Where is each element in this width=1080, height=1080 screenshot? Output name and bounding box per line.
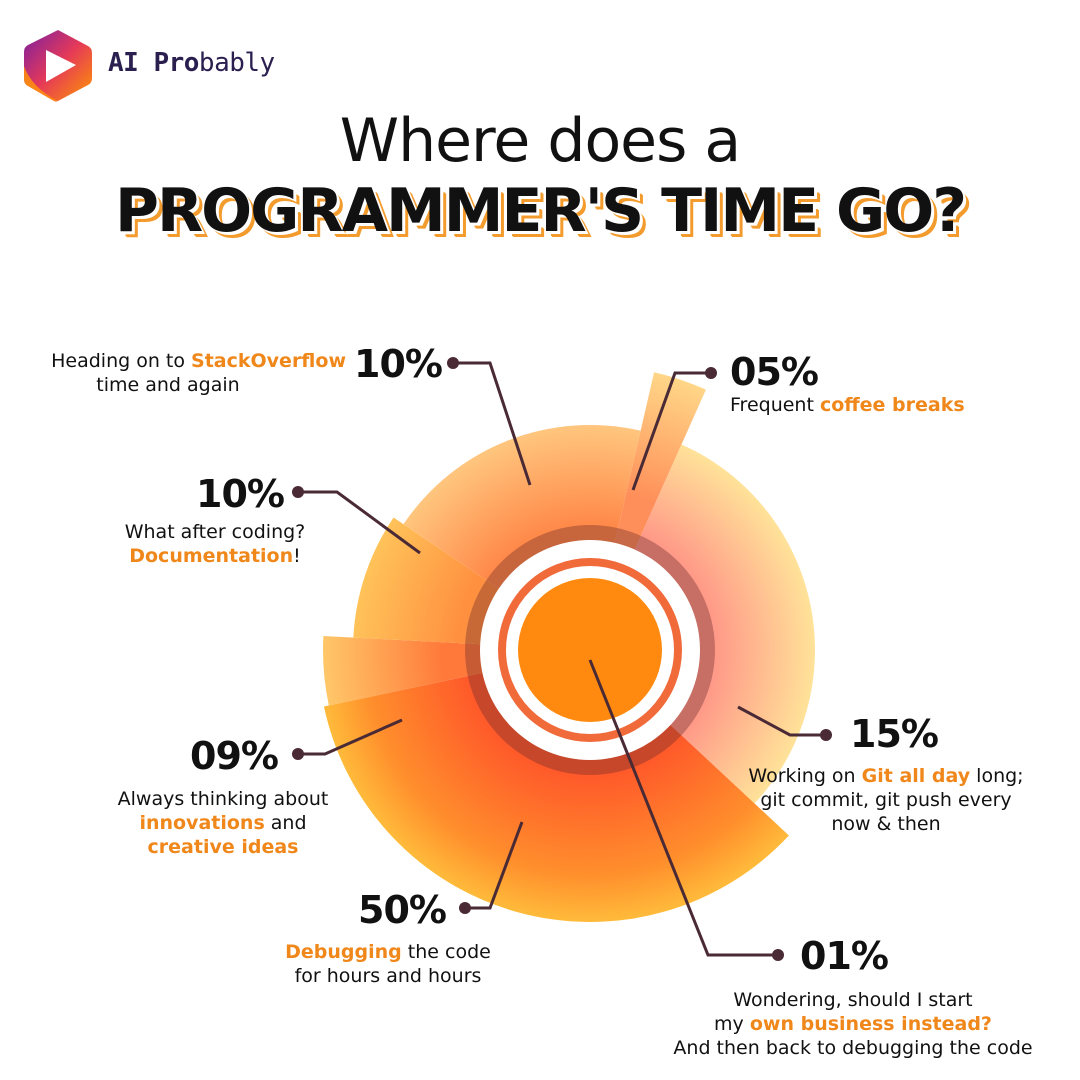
center-disc	[518, 578, 662, 722]
leader-dot-documentation	[292, 486, 304, 498]
desc-line: time and again	[96, 374, 240, 396]
leader-line-debugging	[465, 821, 524, 910]
title-line-2: PROGRAMMER'S TIME GO?	[114, 176, 967, 246]
percent-stackoverflow: 10%	[354, 342, 443, 386]
percent-innovations: 09%	[190, 734, 279, 778]
desc-line: What after coding?	[124, 521, 306, 543]
slice-git	[590, 444, 816, 804]
title-line-1: Where does a	[339, 106, 741, 176]
desc-line: for hours and hours	[294, 965, 482, 987]
desc-line: now & then	[831, 813, 941, 835]
leader-line-git	[737, 705, 826, 737]
play-hexagon-logo-icon	[24, 30, 92, 102]
leader-line-stackoverflow	[453, 361, 532, 486]
leader-line-innovations	[298, 718, 403, 756]
leader-line-documentation	[298, 490, 421, 555]
desc-line: Documentation!	[129, 545, 301, 567]
percent-coffee: 05%	[730, 350, 819, 394]
desc-line: git commit, git push every	[760, 789, 1012, 811]
leader-dot-stackoverflow	[447, 357, 459, 369]
leader-dot-innovations	[292, 748, 304, 760]
desc-documentation: What after coding? Documentation!	[112, 520, 318, 568]
desc-line: Heading on to StackOverflow	[51, 350, 346, 372]
desc-line: innovations and	[139, 812, 307, 834]
center-orange-ring	[498, 558, 682, 742]
desc-line: my own business instead?	[714, 1013, 992, 1035]
desc-line: And then back to debugging the code	[673, 1037, 1033, 1059]
desc-line: Working on Git all day long;	[748, 765, 1024, 787]
percent-business: 01%	[800, 934, 889, 978]
percent-documentation: 10%	[196, 472, 285, 516]
leader-line-business	[588, 659, 778, 957]
percent-debugging: 50%	[358, 888, 447, 932]
desc-line: creative ideas	[147, 836, 299, 858]
desc-git: Working on Git all day long; git commit,…	[748, 764, 1024, 836]
desc-stackoverflow: Heading on to StackOverflow time and aga…	[40, 349, 346, 397]
desc-line: Wondering, should I start	[733, 989, 973, 1011]
desc-business: Wondering, should I start my own busines…	[652, 988, 1054, 1060]
leader-dot-git	[820, 729, 832, 741]
desc-coffee: Frequent coffee breaks	[730, 394, 965, 416]
leader-line-coffee	[631, 371, 711, 491]
slice-debugging	[323, 650, 789, 922]
desc-line: Always thinking about	[117, 788, 329, 810]
desc-debugging: Debugging the code for hours and hours	[270, 940, 506, 988]
leader-dot-coffee	[705, 367, 717, 379]
leader-dot-business	[772, 949, 784, 961]
brand-name: AI Probably	[108, 48, 275, 78]
desc-line: Debugging the code	[285, 941, 491, 963]
desc-innovations: Always thinking about innovations and cr…	[104, 787, 342, 859]
leader-dot-debugging	[459, 902, 471, 914]
percent-git: 15%	[850, 712, 939, 756]
